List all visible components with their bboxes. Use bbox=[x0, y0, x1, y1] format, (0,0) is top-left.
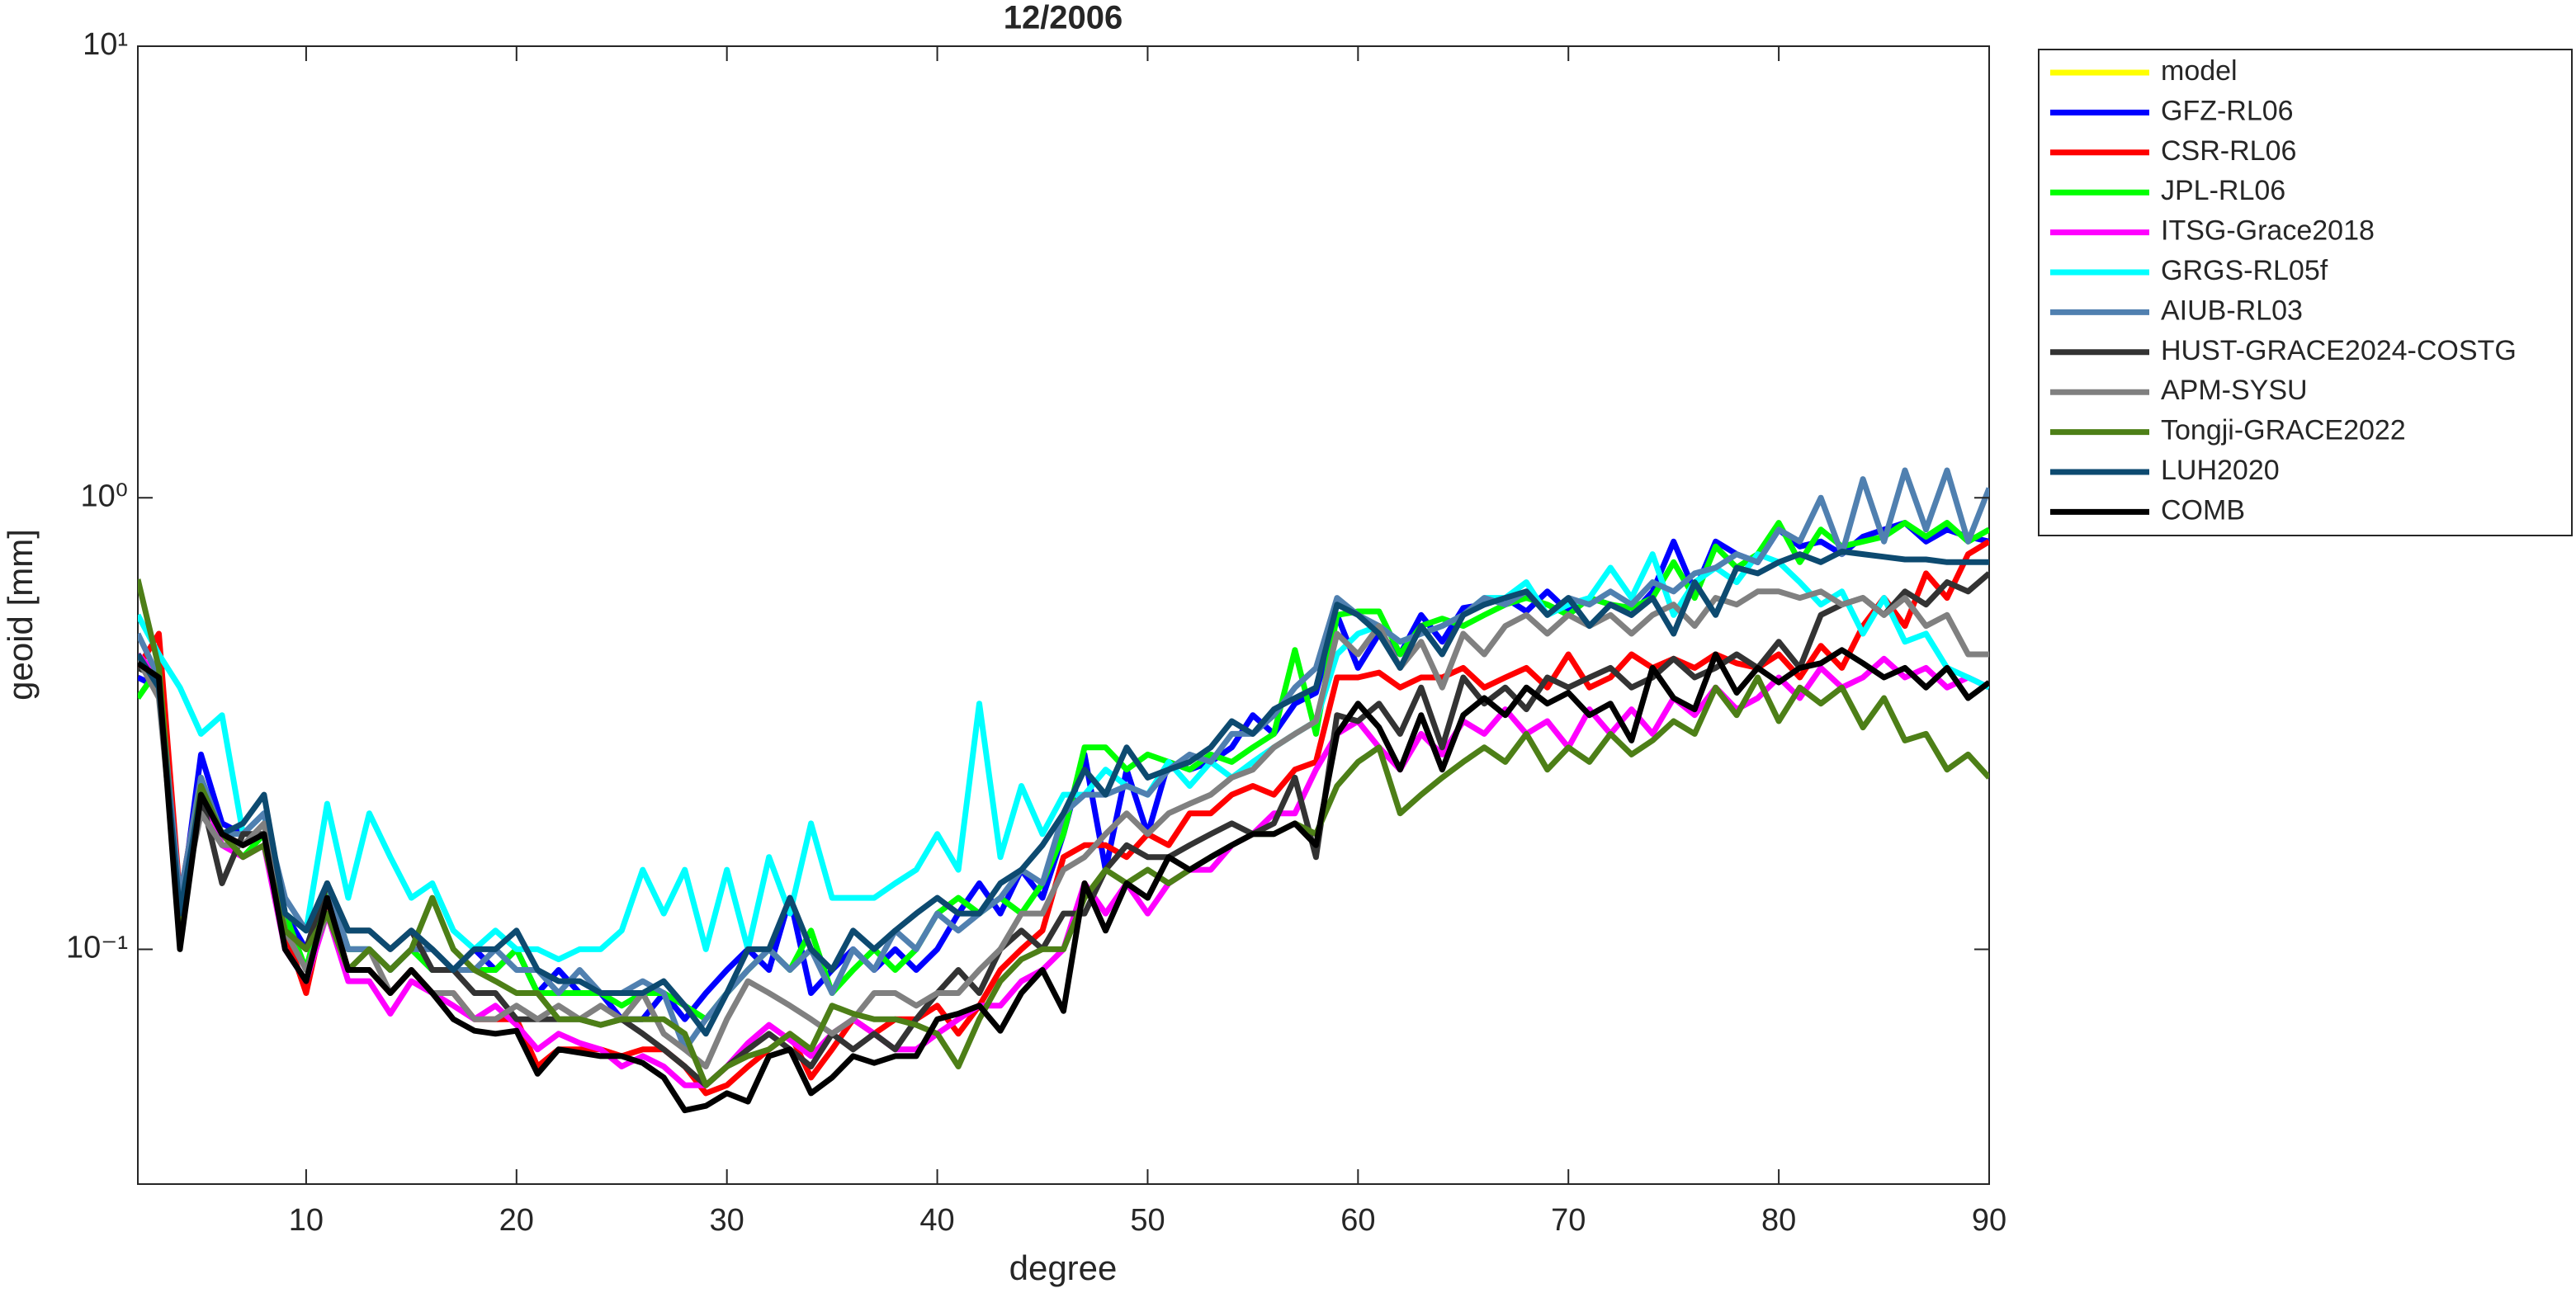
x-tick-label: 50 bbox=[1130, 1203, 1165, 1238]
legend-label: COMB bbox=[2161, 494, 2245, 526]
legend-label: GFZ-RL06 bbox=[2161, 95, 2294, 126]
legend-label: GRGS-RL05f bbox=[2161, 255, 2328, 286]
legend-label: APM-SYSU bbox=[2161, 375, 2308, 406]
y-tick-label: 10⁰ bbox=[80, 479, 128, 513]
x-tick-label: 70 bbox=[1551, 1203, 1586, 1238]
legend-label: CSR-RL06 bbox=[2161, 135, 2296, 167]
series-line bbox=[138, 647, 1989, 1114]
legend-label: LUH2020 bbox=[2161, 455, 2280, 486]
x-tick-label: 80 bbox=[1761, 1203, 1796, 1238]
series-line bbox=[138, 551, 1989, 963]
series-line bbox=[138, 571, 1989, 1088]
x-tick-label: 60 bbox=[1340, 1203, 1375, 1238]
series-line bbox=[138, 548, 1989, 1037]
x-tick-label: 30 bbox=[710, 1203, 744, 1238]
x-tick-label: 10 bbox=[289, 1203, 324, 1238]
chart-title: 12/2006 bbox=[1004, 0, 1123, 36]
legend-label: model bbox=[2161, 55, 2238, 87]
legend-label: AIUB-RL03 bbox=[2161, 295, 2303, 326]
legend-label: JPL-RL06 bbox=[2161, 175, 2285, 206]
legend-label: ITSG-Grace2018 bbox=[2161, 215, 2375, 247]
y-tick-label: 10¹ bbox=[83, 27, 128, 62]
x-tick-label: 20 bbox=[499, 1203, 534, 1238]
y-tick-label: 10⁻¹ bbox=[66, 930, 128, 965]
series-line bbox=[138, 578, 1989, 1088]
y-axis-label: geoid [mm] bbox=[1, 529, 40, 701]
x-axis-label: degree bbox=[1009, 1248, 1118, 1287]
legend bbox=[2038, 49, 2573, 536]
lines bbox=[138, 467, 1989, 1114]
legend-label: HUST-GRACE2024-COSTG bbox=[2161, 335, 2517, 366]
x-tick-label: 90 bbox=[1972, 1203, 2006, 1238]
x-tick-label: 40 bbox=[919, 1203, 954, 1238]
legend-label: Tongji-GRACE2022 bbox=[2161, 415, 2406, 446]
